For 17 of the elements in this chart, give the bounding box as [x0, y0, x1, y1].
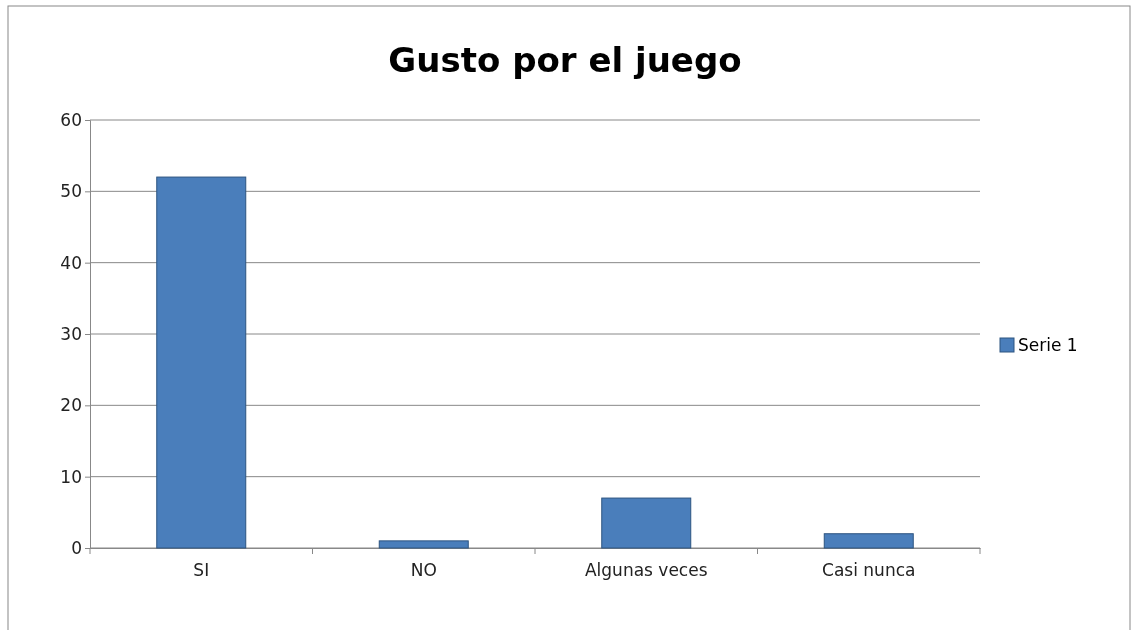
x-tick-label: NO [410, 560, 437, 581]
y-tick-label: 10 [60, 466, 82, 487]
x-tick-label: SI [193, 560, 210, 581]
x-tick-label: Algunas veces [584, 560, 708, 581]
chart-title: Gusto por el juego [388, 40, 742, 80]
x-tick-label: Casi nunca [822, 560, 916, 581]
y-tick-label: 50 [60, 181, 82, 202]
y-tick-label: 30 [60, 323, 82, 344]
bar [823, 533, 914, 549]
y-tick-label: 40 [60, 252, 82, 273]
legend-label: Serie 1 [1018, 335, 1078, 355]
bar [378, 540, 469, 549]
y-tick-label: 60 [60, 109, 82, 130]
bar [601, 497, 692, 549]
bar [156, 176, 247, 549]
y-tick-label: 0 [71, 537, 82, 558]
y-tick-label: 20 [60, 395, 82, 416]
